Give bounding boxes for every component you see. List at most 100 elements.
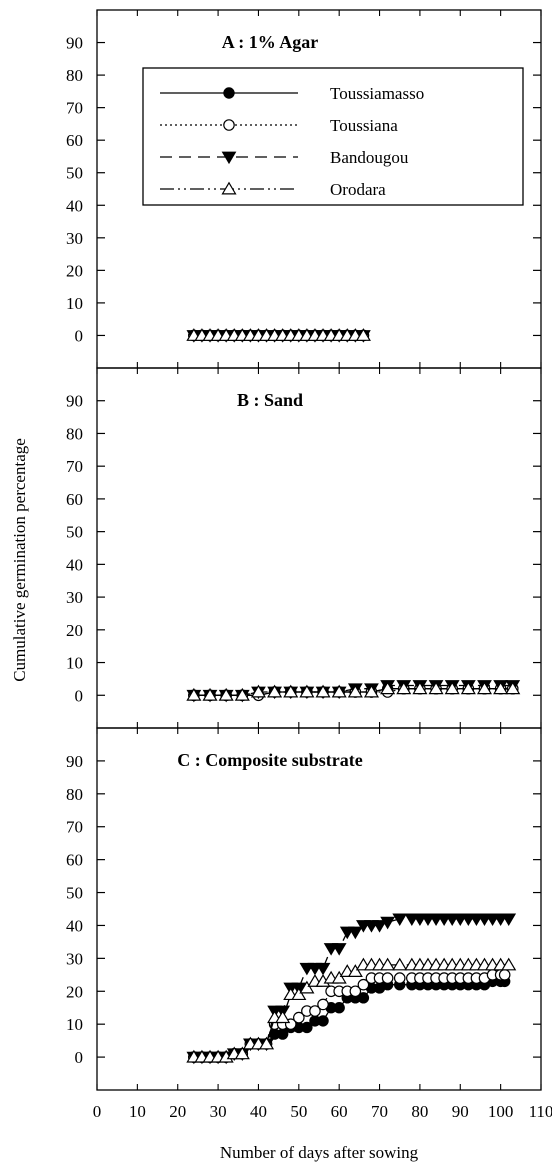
data-point	[357, 992, 370, 1004]
data-point	[428, 681, 444, 695]
y-tick-label: 50	[66, 884, 83, 903]
data-point	[202, 687, 218, 701]
data-point	[317, 1015, 329, 1027]
legend-entry: Toussiamasso	[160, 84, 424, 103]
data-point	[347, 964, 363, 978]
data-point	[258, 1036, 275, 1050]
panel-c: 0 10 20 30 40 50 60 70 80 90 C : Composite substra…	[66, 727, 542, 1091]
data-point	[250, 684, 267, 698]
y-tick-label: 10	[66, 1015, 83, 1034]
y-tick-label: 0	[75, 326, 84, 345]
x-tick-label: 60	[331, 1102, 348, 1121]
data-point	[315, 684, 331, 698]
legend-entry: Toussiana	[160, 116, 398, 135]
panel-title: A : 1% Agar	[222, 32, 319, 52]
data-point	[331, 684, 347, 698]
data-point	[234, 687, 250, 701]
y-tick-label: 30	[66, 229, 83, 248]
x-tick-label: 110	[529, 1102, 552, 1121]
y-tick-label: 30	[66, 588, 83, 607]
y-tick-label: 90	[66, 34, 83, 53]
y-tick-label: 0	[75, 1048, 84, 1067]
data-point	[275, 1010, 291, 1024]
data-point	[333, 1002, 345, 1014]
legend-box	[142, 67, 524, 206]
data-point	[299, 980, 315, 994]
data-point	[186, 687, 202, 701]
data-point	[381, 972, 394, 984]
data-point	[393, 972, 406, 984]
legend-marker	[223, 119, 235, 131]
x-tick-label: 30	[210, 1102, 227, 1121]
data-point	[505, 681, 521, 695]
data-point	[363, 684, 380, 698]
series-toussiana	[188, 969, 511, 1063]
data-point	[380, 681, 396, 695]
y-tick-label: 90	[66, 752, 83, 771]
legend-label: Toussiamasso	[330, 84, 424, 103]
x-tick-label: 10	[129, 1102, 146, 1121]
panels: 0 10 20 30 40 50 60 70 80 90 A : 1% Agar 0 10 20 30 40 5…	[66, 9, 542, 1091]
data-point	[291, 987, 307, 1001]
data-point	[372, 920, 387, 933]
y-tick-label: 0	[75, 686, 84, 705]
x-tick-label: 70	[371, 1102, 388, 1121]
legend-marker	[221, 151, 237, 165]
data-point	[331, 943, 347, 956]
data-point	[380, 957, 396, 971]
y-tick-label: 50	[66, 164, 83, 183]
legend-entry: Orodara	[160, 180, 386, 199]
y-tick-label: 10	[66, 294, 83, 313]
y-tick-label: 70	[66, 818, 83, 837]
y-axis-title: Cumulative germination percentage	[10, 438, 29, 682]
data-point	[315, 962, 331, 976]
series-orodara	[186, 328, 371, 341]
x-tick-label: 40	[250, 1102, 267, 1121]
data-point	[392, 957, 408, 971]
data-point	[501, 913, 517, 927]
panel-a: 0 10 20 30 40 50 60 70 80 90 A : 1% Agar	[66, 9, 542, 369]
series-orodara	[186, 957, 517, 1063]
data-point	[331, 970, 347, 984]
data-point	[355, 328, 371, 341]
panel-title: C : Composite substrate	[177, 750, 362, 770]
legend-marker	[223, 87, 235, 99]
panel-b: 0 10 20 30 40 50 60 70 80 90 B : Sand	[66, 367, 542, 729]
legend: Toussiamasso Toussiana Bandougou Orodara	[142, 67, 524, 206]
y-tick-label: 40	[66, 916, 83, 935]
data-point	[501, 957, 517, 971]
y-tick-label: 80	[66, 785, 83, 804]
data-point	[392, 913, 408, 927]
y-tick-label: 80	[66, 424, 83, 443]
data-point	[293, 1011, 305, 1024]
x-tick-label: 20	[169, 1102, 186, 1121]
x-tick-label: 50	[290, 1102, 307, 1121]
y-tick-label: 20	[66, 261, 83, 280]
data-point	[309, 1005, 321, 1017]
data-point	[396, 681, 412, 695]
y-tick-label: 20	[66, 621, 83, 640]
data-point	[267, 684, 283, 698]
data-point	[498, 969, 511, 981]
y-tick-label: 30	[66, 949, 83, 968]
data-point	[444, 681, 460, 695]
x-axis-title: Number of days after sowing	[220, 1143, 419, 1162]
data-point	[234, 1046, 250, 1060]
x-axis: 0 10 20 30 40 50 60 70 80 90 100 110	[93, 1102, 552, 1121]
data-point	[349, 985, 362, 998]
panel-title: B : Sand	[237, 390, 303, 410]
panel-frame	[96, 727, 542, 1091]
y-tick-label: 60	[66, 851, 83, 870]
y-tick-label: 80	[66, 66, 83, 85]
data-point	[218, 687, 234, 701]
y-tick-label: 50	[66, 523, 83, 542]
data-point	[347, 926, 363, 940]
x-tick-label: 90	[452, 1102, 469, 1121]
y-tick-label: 10	[66, 654, 83, 673]
x-tick-label: 100	[488, 1102, 514, 1121]
data-point	[380, 916, 395, 930]
data-point	[460, 681, 476, 695]
y-tick-label: 40	[66, 196, 83, 215]
panel-frame	[96, 367, 542, 729]
